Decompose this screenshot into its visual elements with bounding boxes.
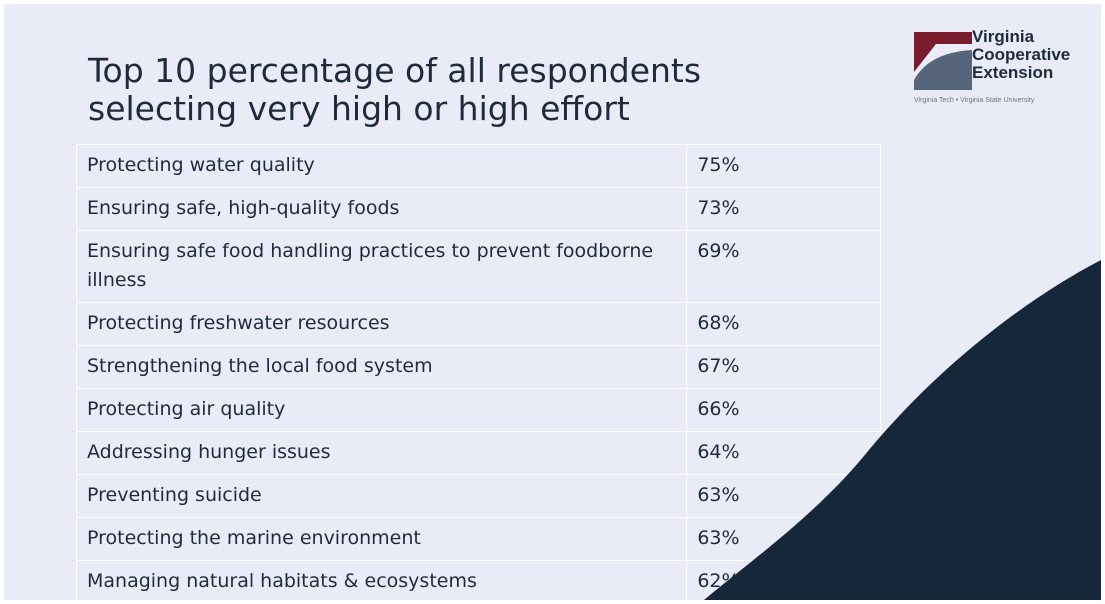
slide-title-line-2: selecting very high or high effort	[88, 89, 630, 128]
row-label: Ensuring safe food handling practices to…	[75, 230, 688, 303]
row-label: Protecting water quality	[75, 144, 688, 188]
table-row: Protecting the marine environment 63%	[75, 517, 881, 561]
row-value: 68%	[686, 302, 881, 346]
slide-title-line-1: Top 10 percentage of all respondents	[88, 51, 702, 90]
logo-line-2: Cooperative	[972, 45, 1071, 64]
results-table-body: Protecting water quality 75% Ensuring safe…	[75, 144, 881, 600]
vce-logo-mark-icon	[914, 32, 972, 90]
row-label: Preventing suicide	[75, 474, 688, 518]
row-value: 69%	[686, 230, 881, 303]
table-row: Addressing hunger issues 64%	[75, 431, 881, 475]
table-row: Protecting air quality 66%	[75, 388, 881, 432]
table-row: Strengthening the local food system 67%	[75, 345, 881, 389]
table-row: Ensuring safe food handling practices to…	[75, 230, 881, 303]
row-label: Protecting freshwater resources	[75, 302, 688, 346]
slide-title: Top 10 percentage of all respondents sel…	[88, 52, 848, 128]
row-value: 64%	[686, 431, 881, 475]
results-table: Protecting water quality 75% Ensuring safe…	[75, 144, 881, 600]
row-label: Strengthening the local food system	[75, 345, 688, 389]
slide: Top 10 percentage of all respondents sel…	[4, 4, 1101, 600]
logo-line-1: Virginia	[972, 27, 1035, 46]
logo-subtitle: Virginia Tech • Virginia State Universit…	[914, 97, 1035, 104]
row-value: 67%	[686, 345, 881, 389]
row-label: Managing natural habitats & ecosystems	[75, 560, 688, 600]
table-row: Protecting freshwater resources 68%	[75, 302, 881, 346]
row-value: 66%	[686, 388, 881, 432]
vce-logo: Virginia Cooperative Extension Virginia …	[910, 28, 1096, 114]
vce-logo-text: Virginia Cooperative Extension	[972, 28, 1070, 82]
logo-line-3: Extension	[972, 63, 1054, 82]
row-label: Protecting air quality	[75, 388, 688, 432]
table-row: Protecting water quality 75%	[75, 144, 881, 188]
row-label: Addressing hunger issues	[75, 431, 688, 475]
decorative-wave	[704, 260, 1101, 600]
